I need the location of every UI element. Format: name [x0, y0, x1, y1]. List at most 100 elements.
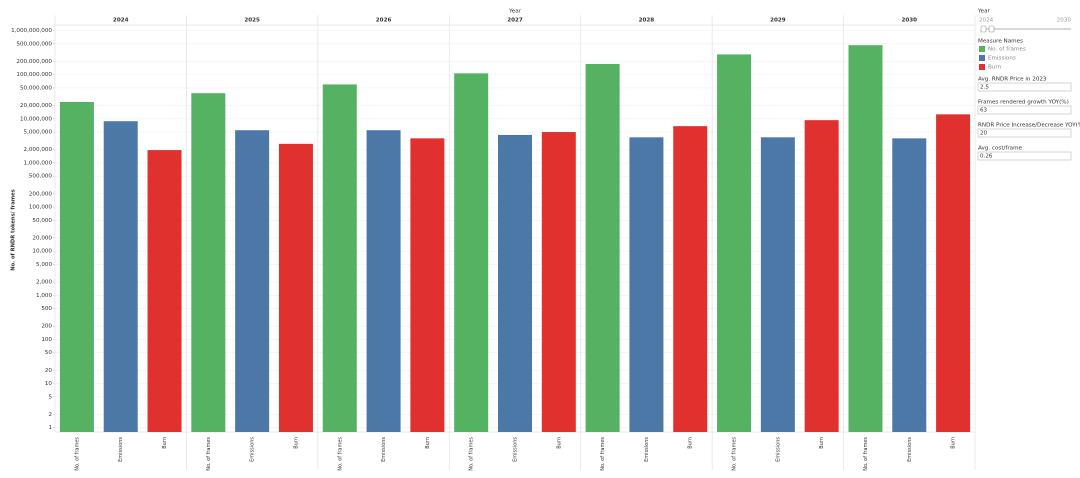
y-title: No. of RNDR tokens/ frames — [11, 189, 17, 270]
x-tick-label: Burn — [425, 437, 431, 449]
bar — [235, 130, 270, 433]
bar — [322, 84, 357, 433]
x-tick-label: Burn — [556, 437, 562, 449]
bar — [804, 120, 839, 433]
x-tick-label: No. of frames — [74, 437, 80, 471]
year-header: 2025 — [244, 18, 260, 24]
bar — [629, 137, 664, 432]
slider-handle[interactable] — [980, 25, 987, 33]
y-tick-label: 50 — [45, 350, 53, 356]
parameter-label: Avg. cost/frame — [978, 146, 1023, 152]
x-tick-label: No. of frames — [337, 437, 343, 471]
parameter-label: Frames rendered growth YOY(%) — [978, 100, 1069, 106]
bar — [454, 73, 489, 432]
x-tick-label: Burn — [951, 437, 957, 449]
parameter-input[interactable] — [977, 151, 1072, 161]
y-tick-label: 20,000,000 — [20, 103, 52, 109]
bar — [760, 137, 795, 432]
year-header: 2030 — [901, 18, 917, 24]
bar — [936, 114, 971, 433]
legend-label[interactable]: Burn — [988, 65, 1002, 71]
bar — [717, 54, 752, 433]
parameter-label: Avg. RNDR Price in 2023 — [978, 77, 1047, 83]
parameter-value[interactable]: 0.26 — [980, 154, 993, 160]
y-tick-label: 100,000,000 — [16, 72, 52, 78]
slider-handle[interactable] — [988, 25, 995, 33]
y-tick-label: 1,000,000,000 — [11, 28, 52, 34]
bar — [278, 143, 313, 432]
y-tick-label: 50,000 — [32, 218, 52, 224]
x-tick-label: Emissions — [118, 437, 124, 462]
y-tick-label: 200,000,000 — [16, 59, 52, 65]
y-tick-label: 20 — [45, 368, 53, 374]
parameter-value[interactable]: 20 — [980, 131, 988, 137]
parameter-input[interactable] — [977, 105, 1072, 115]
bar — [59, 101, 94, 433]
y-tick-label: 1 — [48, 425, 52, 431]
legend-label[interactable]: Emissions — [988, 56, 1016, 62]
year-header: 2024 — [113, 18, 129, 24]
bar — [366, 130, 401, 433]
bar — [191, 93, 226, 433]
x-tick-label: No. of frames — [206, 437, 212, 471]
bar — [673, 126, 708, 432]
y-tick-label: 10 — [45, 381, 53, 387]
year-header: 2029 — [770, 18, 786, 24]
y-tick-label: 5,000,000 — [24, 130, 53, 136]
x-tick-label: Emissions — [775, 437, 781, 462]
parameter-label: RNDR Price Increase/Decrease YOY(%) — [978, 123, 1080, 129]
year-header: 2027 — [507, 18, 523, 24]
x-tick-label: Burn — [819, 437, 825, 449]
x-tick-label: Emissions — [513, 437, 519, 462]
legend-swatch[interactable] — [979, 64, 985, 70]
y-tick-label: 20,000 — [32, 235, 52, 241]
y-tick-label: 500 — [41, 306, 52, 312]
x-tick-label: Burn — [688, 437, 694, 449]
bar — [147, 150, 182, 432]
y-tick-label: 2,000,000 — [24, 147, 53, 153]
x-title: Year — [508, 9, 522, 15]
bar — [498, 134, 532, 432]
legend-swatch[interactable] — [979, 55, 985, 61]
parameter-value[interactable]: 63 — [980, 108, 988, 114]
y-tick-label: 100,000 — [29, 205, 53, 211]
y-tick-label: 500,000,000 — [16, 41, 52, 47]
legend-swatch[interactable] — [979, 46, 985, 52]
x-tick-label: Emissions — [644, 437, 650, 462]
y-tick-label: 100 — [41, 337, 52, 343]
x-tick-label: Emissions — [250, 437, 256, 462]
x-tick-label: Emissions — [907, 437, 913, 462]
filter-min: 2024 — [979, 18, 994, 24]
x-tick-label: Burn — [293, 437, 299, 449]
x-tick-label: No. of frames — [600, 437, 606, 471]
y-tick-label: 200 — [41, 324, 52, 330]
y-tick-label: 1,000 — [36, 293, 52, 299]
bar — [585, 64, 620, 433]
y-tick-label: 1,000,000 — [24, 160, 53, 166]
x-tick-label: Emissions — [381, 437, 387, 462]
bar — [410, 138, 445, 432]
year-header: 2028 — [639, 18, 655, 24]
x-tick-label: No. of frames — [732, 437, 738, 471]
y-tick-label: 5,000 — [36, 262, 52, 268]
y-tick-label: 2,000 — [36, 280, 52, 286]
bar — [892, 138, 927, 432]
legend-label[interactable]: No. of frames — [988, 47, 1026, 53]
y-tick-label: 5 — [48, 394, 52, 400]
y-tick-label: 50,000,000 — [20, 85, 52, 91]
bar — [541, 132, 576, 432]
y-tick-label: 500,000 — [29, 174, 53, 180]
legend-title: Measure Names — [978, 39, 1023, 45]
x-tick-label: Burn — [162, 437, 168, 449]
x-tick-label: No. of frames — [863, 437, 869, 471]
parameter-input[interactable] — [977, 82, 1072, 92]
bar — [848, 45, 883, 433]
parameter-input[interactable] — [977, 128, 1072, 138]
y-tick-label: 2 — [48, 412, 52, 418]
parameter-value[interactable]: 2.5 — [980, 85, 989, 91]
filter-max: 2030 — [1057, 18, 1072, 24]
bar — [103, 121, 138, 433]
y-tick-label: 10,000,000 — [20, 116, 52, 122]
